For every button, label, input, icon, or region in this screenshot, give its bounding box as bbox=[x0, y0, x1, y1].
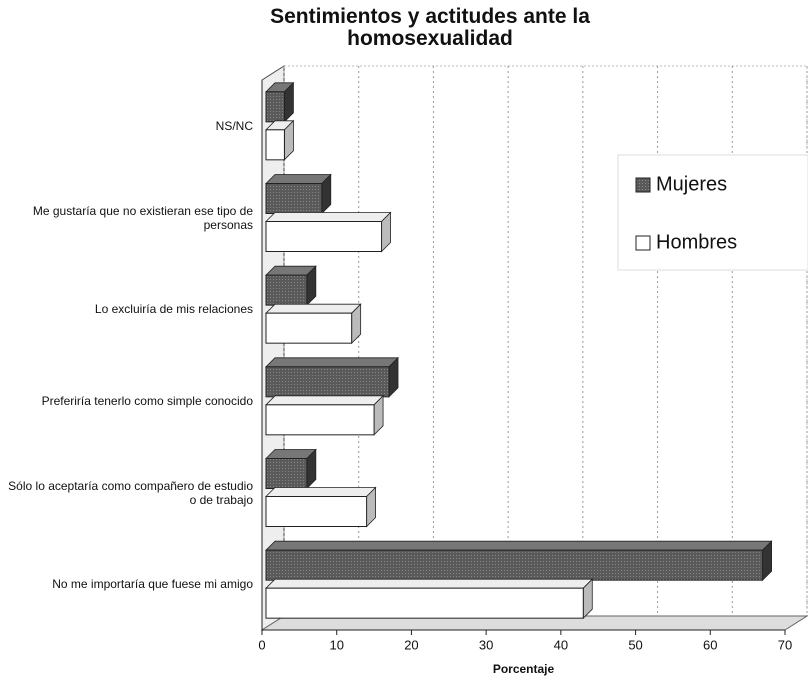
y-tick-label: No me importaría que fuese mi amigo bbox=[52, 577, 253, 592]
y-tick-label: NS/NC bbox=[215, 118, 253, 133]
bar-top bbox=[265, 487, 377, 497]
legend-label: Mujeres bbox=[656, 173, 727, 195]
bar bbox=[265, 496, 368, 527]
x-tick-label: 70 bbox=[778, 637, 792, 652]
legend-label: Hombres bbox=[656, 231, 737, 253]
bar bbox=[265, 274, 308, 306]
y-tick-label: Preferiría tenerlo como simple conocido bbox=[41, 393, 253, 408]
bar-top bbox=[265, 174, 332, 184]
x-tick-label: 0 bbox=[258, 637, 265, 652]
bar bbox=[265, 404, 375, 436]
y-tick-label: Me gustaría que no existieran ese tipo d… bbox=[32, 203, 253, 232]
bar bbox=[265, 221, 383, 252]
back-wall bbox=[283, 65, 808, 617]
bar bbox=[265, 183, 323, 214]
bar-top bbox=[265, 578, 594, 589]
bar bbox=[265, 91, 285, 123]
bar bbox=[265, 366, 390, 398]
x-tick-label: 10 bbox=[329, 637, 343, 652]
y-tick-label: Lo excluiría de mis relaciones bbox=[94, 302, 253, 317]
bar bbox=[265, 458, 308, 489]
bar-top bbox=[265, 357, 399, 368]
legend-swatch bbox=[635, 177, 651, 193]
x-tick-label: 20 bbox=[404, 637, 418, 652]
x-tick-label: 30 bbox=[479, 637, 493, 652]
bar bbox=[265, 587, 584, 619]
bar bbox=[265, 129, 285, 161]
bar bbox=[265, 312, 353, 344]
legend-box bbox=[617, 154, 808, 271]
x-tick-label: 50 bbox=[628, 637, 642, 652]
chart-title: Sentimientos y actitudes ante la homosex… bbox=[270, 5, 590, 50]
bar-top bbox=[265, 540, 773, 551]
bar-top bbox=[265, 395, 385, 406]
y-tick-label: Sólo lo aceptaría como compañero de estu… bbox=[8, 478, 253, 507]
bar-top bbox=[265, 303, 362, 314]
x-tick-label: 40 bbox=[554, 637, 568, 652]
x-tick-label: 60 bbox=[703, 637, 717, 652]
bar bbox=[265, 549, 764, 581]
legend-swatch bbox=[635, 235, 651, 251]
bar-top bbox=[265, 212, 392, 222]
x-axis-label: Porcentaje bbox=[493, 662, 555, 676]
